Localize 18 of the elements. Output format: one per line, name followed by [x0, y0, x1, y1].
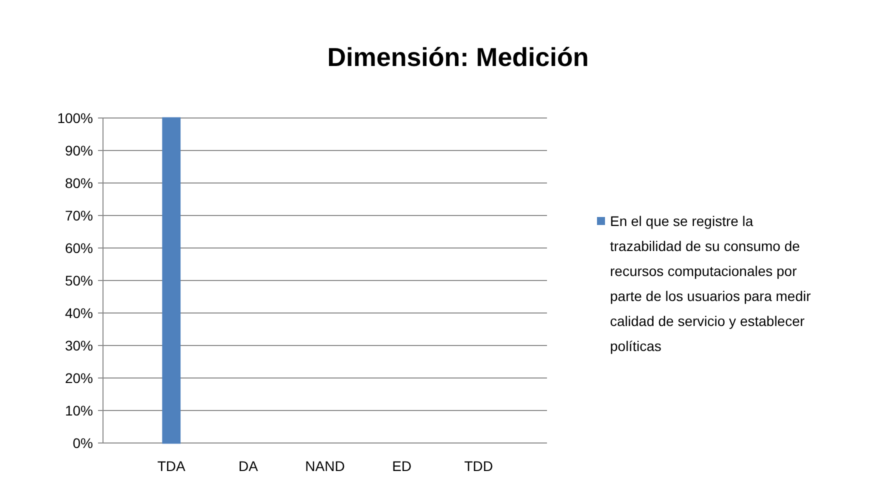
chart-title: Dimensión: Medición — [327, 42, 589, 72]
y-tick-label: 70% — [64, 207, 93, 224]
y-tick-label: 0% — [72, 434, 93, 451]
y-tick-label: 20% — [64, 370, 93, 386]
x-tick-label: NAND — [305, 458, 345, 474]
y-tick-label: 60% — [64, 240, 93, 256]
x-tick-label: TDA — [157, 458, 186, 474]
x-tick-label: TDD — [464, 458, 494, 474]
y-tick-label: 30% — [64, 337, 93, 354]
y-tick-label: 100% — [57, 110, 93, 126]
y-tick-label: 80% — [64, 174, 93, 191]
y-tick-label: 50% — [64, 272, 93, 288]
x-tick-label: DA — [238, 458, 259, 474]
x-tick-label: ED — [392, 458, 412, 474]
y-tick-label: 40% — [64, 304, 93, 321]
y-tick-label: 90% — [64, 142, 93, 158]
y-tick-label: 10% — [64, 402, 93, 418]
legend-label: En el que se registre la trazabilidad de su consumo de recursos computacionales por parte de los usuarios para medir calidad de servicio y establecer políticas — [610, 212, 812, 354]
